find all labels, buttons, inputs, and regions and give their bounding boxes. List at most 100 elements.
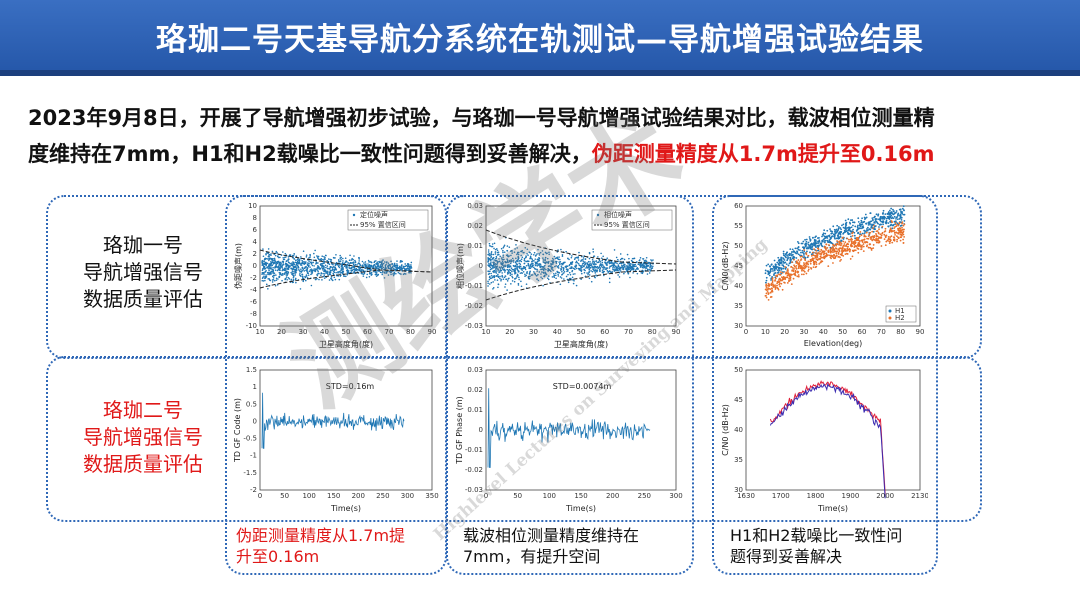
p2-point — [580, 278, 582, 280]
p3-point — [873, 224, 875, 227]
p1-point — [264, 267, 267, 270]
p3-point — [790, 259, 793, 261]
p3-point — [888, 209, 891, 212]
p3-point — [850, 242, 853, 245]
p1-point — [403, 272, 406, 275]
col-box-3 — [712, 195, 938, 575]
p3-point — [789, 276, 791, 278]
p3-point — [877, 213, 880, 216]
p1-point — [354, 268, 357, 271]
p3-point — [898, 214, 901, 217]
p3-point — [887, 225, 890, 228]
p2-point — [555, 272, 557, 275]
p3-point — [864, 241, 867, 243]
p3-point — [833, 257, 836, 260]
p1-point — [377, 264, 380, 266]
p1-point — [367, 259, 370, 262]
p3-point — [806, 250, 808, 253]
p1-point — [343, 265, 346, 268]
p3-point — [788, 252, 791, 255]
p3-point — [835, 231, 838, 234]
p1-point — [263, 267, 266, 269]
p1-point — [375, 273, 378, 276]
p3-tick-y-5: 35 — [734, 302, 743, 310]
p2-point — [544, 258, 546, 261]
p1-point — [266, 266, 269, 269]
p2-point — [629, 263, 632, 265]
p2-point — [589, 266, 592, 269]
p2-point — [605, 268, 608, 270]
p2-point — [492, 288, 494, 290]
p2-point — [510, 259, 512, 261]
p1-point — [273, 257, 276, 260]
p1-point — [358, 256, 360, 259]
p1-point — [375, 263, 378, 265]
p1-point — [305, 265, 307, 268]
p3-point — [771, 281, 774, 284]
p3-point — [903, 209, 905, 212]
p1-point — [268, 259, 270, 262]
p3-point — [815, 256, 818, 258]
p3-point — [872, 236, 875, 239]
p3-point — [862, 250, 865, 253]
p2-point — [500, 247, 503, 250]
p1-point — [346, 271, 349, 274]
p3-point — [778, 269, 781, 272]
p3-point — [828, 235, 831, 238]
p6-tick-x-2: 1800 — [807, 492, 825, 500]
p1-point — [302, 262, 305, 265]
p2-point — [501, 260, 504, 263]
p2-point — [494, 251, 497, 253]
p3-point — [794, 247, 797, 250]
p3-point — [839, 231, 841, 233]
p3-point — [842, 244, 845, 247]
p2-point — [516, 253, 518, 256]
p5-tick-x-4: 200 — [606, 492, 619, 500]
p2-point — [632, 263, 634, 265]
p2-point — [551, 257, 554, 260]
p2-point — [518, 278, 520, 281]
p1-point — [291, 264, 294, 266]
p2-point — [557, 258, 560, 261]
p2-point — [525, 264, 528, 267]
p2-point — [583, 268, 585, 271]
p2-point — [612, 262, 614, 265]
p3-point — [851, 221, 854, 224]
p2-point — [550, 260, 553, 262]
p1-point — [262, 276, 264, 279]
p1-point — [297, 266, 300, 269]
p3-point — [830, 255, 833, 258]
p2-point — [520, 258, 523, 261]
p3-point — [881, 225, 884, 228]
p1-point — [303, 270, 306, 272]
p2-point — [504, 283, 507, 285]
p3-point — [865, 231, 868, 234]
p1-point — [261, 273, 263, 275]
p2-point — [496, 263, 499, 265]
p2-point — [517, 284, 520, 286]
p5-tick-y-2: 0.01 — [467, 406, 483, 414]
p1-point — [268, 269, 270, 272]
p2-ylabel: 相位噪声(m) — [455, 243, 465, 289]
p1-point — [329, 260, 332, 263]
p2-point — [590, 270, 592, 272]
p2-point — [586, 272, 588, 274]
p2-tick-x-5: 60 — [600, 328, 609, 336]
p2-point — [489, 263, 492, 265]
p1-point — [292, 278, 295, 280]
p3-point — [888, 240, 891, 243]
p1-point — [314, 278, 317, 281]
p1-point — [281, 267, 284, 269]
p2-point — [606, 264, 608, 266]
p3-point — [837, 237, 840, 240]
p4-tick-x-4: 200 — [352, 492, 365, 500]
p2-point — [567, 281, 570, 284]
p3-point — [856, 244, 859, 246]
p1-point — [362, 275, 365, 277]
p3-point — [778, 273, 780, 276]
p3-point — [851, 232, 853, 235]
p2-point — [514, 271, 516, 274]
p2-point — [614, 269, 617, 272]
p3-point — [872, 227, 874, 230]
p2-point — [587, 264, 590, 266]
